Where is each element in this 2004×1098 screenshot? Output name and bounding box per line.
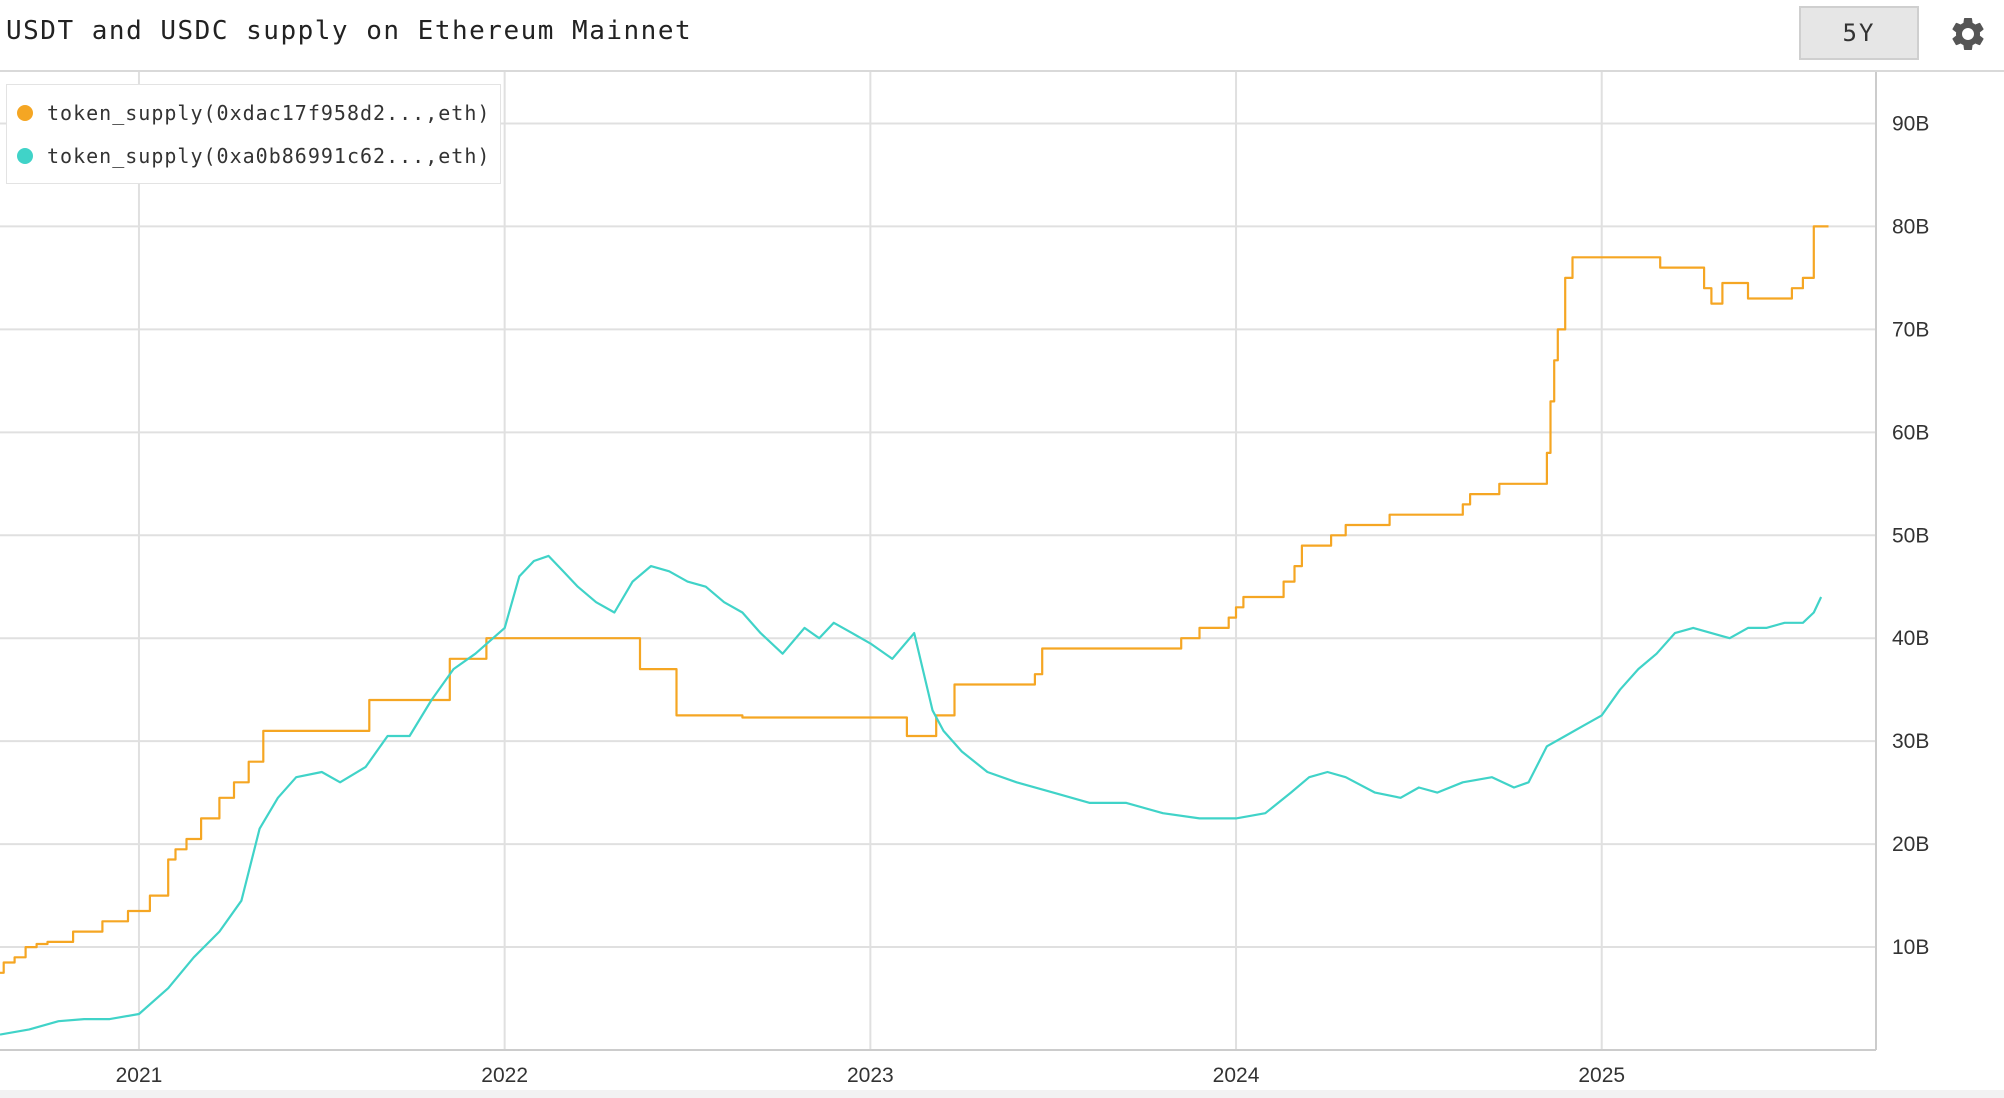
grid-lines [0,72,1876,1050]
x-tick-label: 2024 [1213,1064,1260,1087]
series-line-usdt[interactable] [0,225,1829,974]
y-tick-label: 70B [1892,318,1929,341]
y-tick-label: 20B [1892,833,1929,856]
y-tick-label: 30B [1892,730,1929,753]
legend-item-usdc[interactable]: token_supply(0xa0b86991c62...,eth) [17,134,490,177]
y-tick-label: 10B [1892,936,1929,959]
gear-icon[interactable] [1948,14,1988,54]
y-tick-label: 60B [1892,421,1929,444]
legend-swatch-usdc [17,147,33,164]
x-tick-label: 2025 [1578,1064,1625,1087]
y-tick-label: 40B [1892,627,1929,650]
legend-swatch-usdt [17,104,33,121]
y-tick-label: 50B [1892,524,1929,547]
time-range-button[interactable]: 5Y [1799,6,1919,60]
y-tick-label: 90B [1892,112,1929,135]
series-line-usdc[interactable] [0,554,1823,1036]
x-tick-label: 2021 [116,1064,163,1087]
chart-legend: token_supply(0xdac17f958d2...,eth) token… [6,84,502,184]
series-lines [0,225,1829,1036]
chart-header: USDT and USDC supply on Ethereum Mainnet… [0,0,2004,72]
chart-title: USDT and USDC supply on Ethereum Mainnet [6,16,693,46]
legend-label-usdc: token_supply(0xa0b86991c62...,eth) [47,143,491,168]
axes: 10B 20B 30B 40B 50B 60B 70B 80B 90B 2021 2022 2023 2… [0,72,1929,1087]
legend-item-usdt[interactable]: token_supply(0xdac17f958d2...,eth) [17,91,490,134]
x-tick-label: 2022 [481,1064,528,1087]
x-tick-label: 2023 [847,1064,894,1087]
legend-label-usdt: token_supply(0xdac17f958d2...,eth) [47,100,491,125]
y-tick-label: 80B [1892,215,1929,238]
footer-strip [0,1090,2004,1098]
